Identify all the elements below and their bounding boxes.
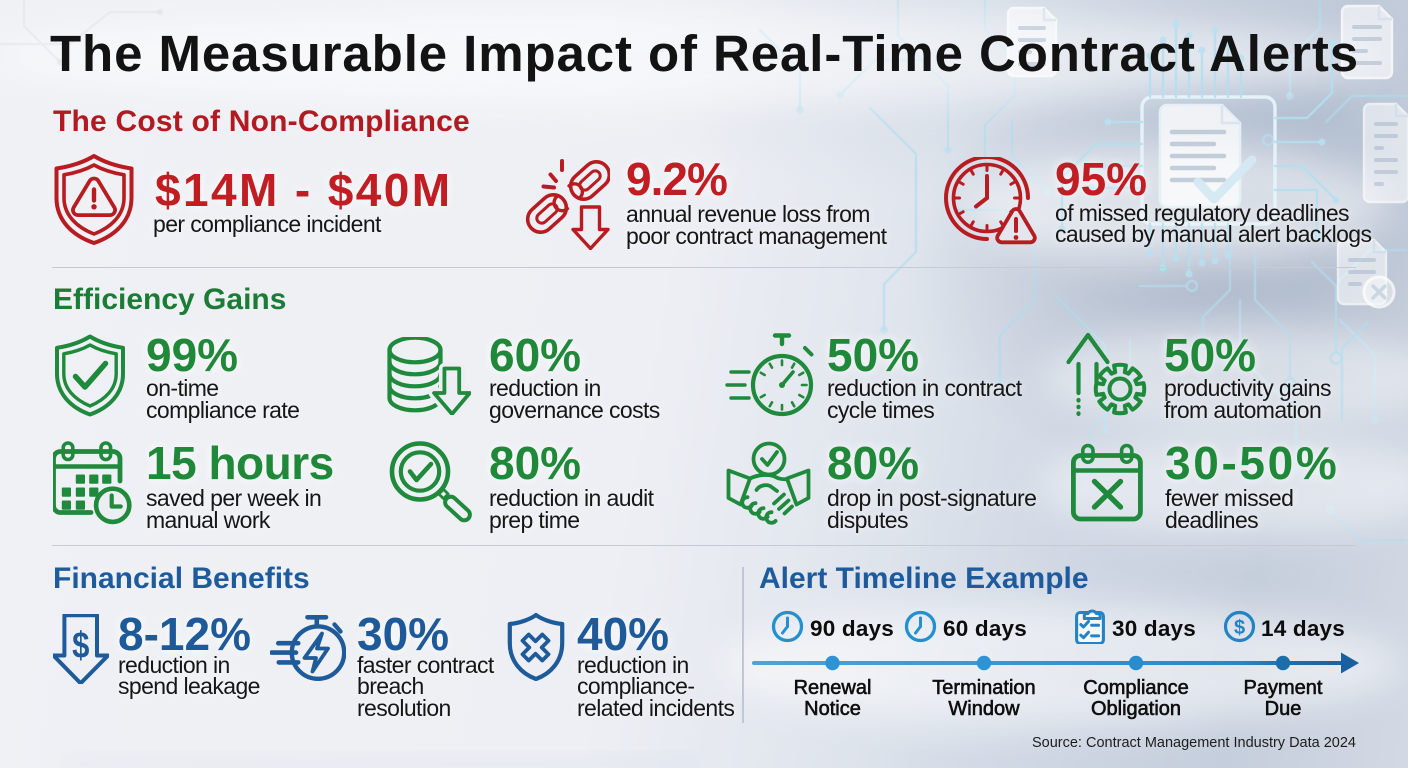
svg-text:$: $	[72, 625, 89, 666]
svg-text:$: $	[1234, 617, 1245, 639]
